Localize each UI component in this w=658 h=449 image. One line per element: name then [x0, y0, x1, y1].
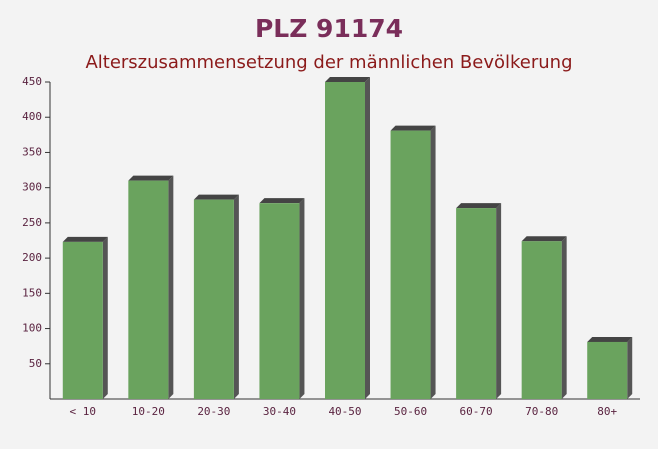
bar-side: [168, 175, 174, 399]
y-tick-label: 250: [22, 216, 42, 229]
y-tick-label: 50: [29, 357, 42, 370]
bar: [193, 199, 234, 399]
bar-top: [456, 203, 502, 209]
chart-title: PLZ 91174: [255, 14, 403, 43]
bar-top: [325, 77, 370, 82]
bar: [62, 241, 103, 399]
bar-side: [627, 336, 633, 399]
bar-side: [561, 236, 567, 399]
bar: [456, 208, 497, 399]
bar-top: [521, 236, 567, 242]
bar: [128, 180, 169, 399]
bar: [390, 130, 431, 399]
bar-side: [102, 236, 108, 399]
y-tick-label: 350: [22, 145, 42, 158]
x-tick-label: 40-50: [328, 405, 361, 418]
x-tick-label: 20-30: [197, 405, 230, 418]
x-tick-label: 70-80: [525, 405, 558, 418]
bar-side: [233, 194, 239, 399]
bar-top: [128, 175, 174, 181]
bar: [259, 203, 300, 399]
y-tick-label: 200: [22, 251, 42, 264]
bar-top: [193, 194, 239, 200]
bar-top: [587, 336, 633, 342]
bar-top: [259, 198, 305, 204]
y-tick-label: 400: [22, 110, 42, 123]
bar-side: [430, 125, 436, 400]
bar-side: [365, 77, 370, 399]
x-tick-label: 30-40: [263, 405, 296, 418]
x-tick-label: 50-60: [394, 405, 427, 418]
bar-side: [496, 203, 502, 399]
y-tick-label: 150: [22, 286, 42, 299]
bar: [325, 82, 365, 399]
x-tick-label: 60-70: [460, 405, 493, 418]
bar: [521, 241, 562, 399]
y-tick-label: 450: [22, 75, 42, 88]
y-tick-label: 300: [22, 181, 42, 194]
y-tick-label: 100: [22, 322, 42, 335]
x-tick-label: < 10: [70, 405, 97, 418]
bar: [587, 341, 628, 399]
bar-top: [390, 125, 436, 131]
bar-top: [62, 236, 108, 242]
x-tick-label: 80+: [597, 405, 617, 418]
x-tick-label: 10-20: [132, 405, 165, 418]
bar-side: [299, 198, 305, 399]
chart-subtitle: Alterszusammensetzung der männlichen Bev…: [85, 52, 572, 73]
